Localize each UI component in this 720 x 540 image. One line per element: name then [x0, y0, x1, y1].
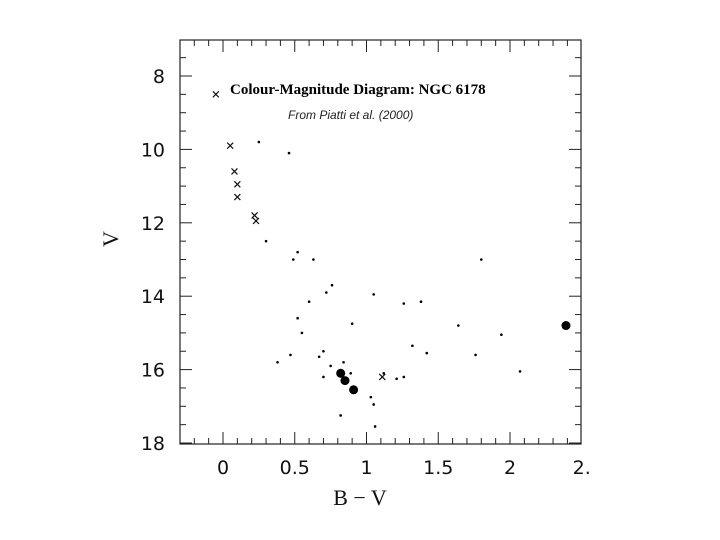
chart-subtitle: From Piatti et al. (2000)	[288, 108, 413, 122]
small-dot	[500, 333, 503, 337]
small-dot	[382, 371, 386, 375]
small-dot	[425, 351, 429, 355]
cross-marker	[212, 90, 220, 98]
cross-marker	[233, 193, 241, 201]
y-tick-label: 14	[141, 286, 165, 308]
cross-stroke	[231, 167, 238, 175]
x-tick-label: 0	[217, 457, 229, 479]
cross-marker	[252, 217, 260, 225]
cross-stroke	[251, 212, 258, 219]
small-dot	[349, 371, 353, 375]
cross-stroke	[252, 217, 260, 225]
small-dot	[474, 353, 477, 357]
x-tick-label: 0.5	[280, 457, 310, 479]
x-axis-title: B − V	[333, 485, 387, 510]
cross-stroke	[233, 193, 241, 201]
y-tick-label: 10	[141, 139, 165, 161]
small-dot	[395, 377, 398, 381]
x-tick-label: 2.	[573, 457, 591, 479]
small-dot	[372, 403, 375, 406]
small-dot	[373, 425, 377, 428]
large-dot	[561, 321, 571, 331]
y-tick-label: 8	[153, 66, 165, 88]
small-dot	[339, 414, 342, 417]
x-tick-label: 1.5	[423, 457, 453, 479]
x-tick-label: 1	[360, 457, 372, 479]
small-dot	[402, 375, 406, 379]
small-dot	[342, 360, 345, 364]
y-tick-label: 12	[141, 213, 165, 235]
small-dot	[287, 151, 291, 155]
small-dot	[257, 140, 261, 144]
cross-marker	[233, 180, 241, 188]
small-dot	[322, 375, 325, 379]
small-dot	[480, 258, 483, 261]
large-dot	[349, 385, 359, 395]
small-dot	[402, 302, 406, 305]
small-dot	[317, 355, 321, 359]
small-dot	[312, 258, 315, 261]
y-tick-label: 18	[141, 433, 165, 455]
chart-title: Colour-Magnitude Diagram: NGC 6178	[230, 82, 486, 98]
small-dot	[419, 300, 423, 304]
large-dot	[340, 376, 350, 386]
small-dot	[322, 349, 325, 353]
cross-marker	[226, 142, 234, 150]
large-dot	[336, 368, 346, 378]
small-dot	[329, 364, 332, 368]
cross-marker	[378, 373, 386, 381]
small-dot	[276, 360, 279, 364]
y-axis-title: V	[98, 231, 123, 247]
small-dot	[330, 283, 334, 287]
small-dot	[372, 293, 375, 296]
plot-frame	[179, 39, 582, 445]
small-dot	[411, 344, 414, 348]
y-tick-label: 16	[141, 360, 165, 382]
cross-stroke	[226, 142, 234, 150]
axis-ticks	[180, 40, 581, 444]
small-dot	[457, 324, 460, 327]
cross-marker	[251, 212, 258, 219]
small-dot	[264, 239, 268, 243]
small-dot	[369, 395, 373, 399]
small-dot	[300, 331, 304, 335]
small-dot	[296, 316, 299, 320]
x-tick-label: 2	[504, 457, 516, 479]
small-dot	[292, 258, 295, 261]
small-dot	[325, 291, 328, 294]
cross-stroke	[233, 180, 241, 188]
cross-stroke	[212, 90, 220, 98]
small-dot	[296, 250, 299, 254]
small-dot	[518, 370, 522, 373]
y-tick-labels: 8 10 12 14 16 18	[141, 66, 165, 455]
cross-stroke	[378, 373, 386, 381]
small-dot	[289, 353, 292, 357]
data-marks	[212, 90, 571, 428]
x-tick-labels: 0 0.5 1 1.5 2 2.	[217, 457, 591, 479]
cross-marker	[231, 167, 238, 175]
small-dot	[350, 322, 354, 326]
small-dot	[307, 300, 311, 304]
